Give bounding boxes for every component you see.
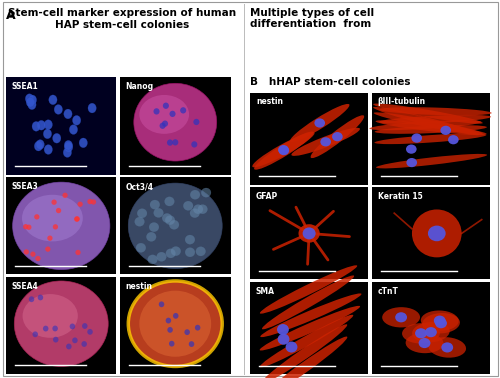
- Ellipse shape: [198, 204, 207, 214]
- Ellipse shape: [194, 204, 203, 214]
- Ellipse shape: [154, 108, 160, 115]
- Ellipse shape: [38, 294, 43, 301]
- Ellipse shape: [402, 323, 440, 344]
- Ellipse shape: [54, 105, 62, 114]
- Ellipse shape: [180, 107, 186, 113]
- Ellipse shape: [53, 224, 58, 229]
- Ellipse shape: [171, 246, 180, 256]
- Ellipse shape: [277, 324, 289, 335]
- Ellipse shape: [310, 115, 364, 158]
- Ellipse shape: [14, 281, 108, 366]
- Ellipse shape: [62, 193, 68, 198]
- Ellipse shape: [156, 252, 166, 261]
- Bar: [120, 77, 230, 175]
- Ellipse shape: [28, 100, 36, 110]
- Ellipse shape: [252, 132, 314, 167]
- Ellipse shape: [374, 125, 487, 134]
- Ellipse shape: [261, 324, 347, 378]
- Ellipse shape: [165, 215, 175, 225]
- Text: Keratin 15: Keratin 15: [378, 192, 422, 201]
- Ellipse shape: [82, 341, 87, 347]
- Ellipse shape: [72, 115, 81, 125]
- Ellipse shape: [30, 251, 36, 257]
- Ellipse shape: [37, 120, 46, 130]
- Ellipse shape: [412, 133, 422, 143]
- Ellipse shape: [412, 209, 462, 257]
- Ellipse shape: [320, 137, 331, 146]
- Ellipse shape: [88, 199, 92, 204]
- Ellipse shape: [421, 310, 459, 331]
- Ellipse shape: [380, 107, 492, 115]
- Text: Nanog: Nanog: [126, 82, 154, 91]
- Ellipse shape: [314, 118, 325, 128]
- Text: B   hHAP stem-cell colonies: B hHAP stem-cell colonies: [250, 77, 410, 87]
- Ellipse shape: [44, 129, 52, 139]
- Ellipse shape: [22, 195, 83, 242]
- Bar: [372, 282, 490, 374]
- Ellipse shape: [44, 145, 52, 154]
- Ellipse shape: [406, 144, 416, 154]
- Ellipse shape: [168, 327, 173, 333]
- Ellipse shape: [164, 197, 174, 206]
- Ellipse shape: [194, 119, 200, 125]
- Ellipse shape: [66, 344, 71, 349]
- Ellipse shape: [154, 208, 164, 217]
- Ellipse shape: [12, 182, 110, 270]
- Text: SMA: SMA: [256, 287, 275, 296]
- Ellipse shape: [190, 208, 200, 218]
- Ellipse shape: [169, 220, 179, 229]
- Ellipse shape: [395, 312, 407, 322]
- Ellipse shape: [428, 226, 446, 241]
- Ellipse shape: [88, 329, 93, 335]
- Text: nestin: nestin: [126, 282, 152, 291]
- Ellipse shape: [148, 255, 158, 264]
- Ellipse shape: [64, 109, 72, 119]
- Ellipse shape: [286, 341, 298, 353]
- Ellipse shape: [146, 232, 156, 242]
- Ellipse shape: [64, 140, 72, 150]
- Ellipse shape: [172, 139, 178, 146]
- Ellipse shape: [52, 325, 58, 332]
- Ellipse shape: [137, 209, 147, 218]
- Bar: [120, 277, 230, 374]
- Text: Oct3/4: Oct3/4: [126, 182, 154, 191]
- Bar: [120, 177, 230, 274]
- Ellipse shape: [70, 324, 75, 329]
- Ellipse shape: [159, 301, 164, 307]
- Ellipse shape: [434, 316, 446, 326]
- Bar: [250, 282, 368, 374]
- Ellipse shape: [173, 313, 178, 319]
- Ellipse shape: [428, 337, 466, 358]
- Ellipse shape: [24, 249, 29, 255]
- Ellipse shape: [263, 336, 347, 378]
- Ellipse shape: [166, 318, 171, 324]
- Ellipse shape: [373, 104, 483, 124]
- Ellipse shape: [36, 256, 41, 261]
- Ellipse shape: [128, 281, 222, 366]
- Text: Stem-cell marker expression of human
HAP stem-cell colonies: Stem-cell marker expression of human HAP…: [8, 8, 236, 30]
- Ellipse shape: [150, 200, 160, 209]
- Ellipse shape: [189, 341, 194, 347]
- Bar: [372, 93, 490, 185]
- Ellipse shape: [32, 121, 40, 131]
- Ellipse shape: [185, 235, 195, 244]
- Text: nestin: nestin: [256, 97, 283, 106]
- Ellipse shape: [448, 135, 458, 144]
- Ellipse shape: [184, 201, 193, 211]
- Ellipse shape: [278, 334, 289, 345]
- Ellipse shape: [422, 313, 460, 333]
- Bar: [372, 187, 490, 279]
- Ellipse shape: [196, 247, 205, 256]
- Ellipse shape: [260, 306, 360, 350]
- Ellipse shape: [332, 132, 342, 141]
- Ellipse shape: [260, 265, 357, 314]
- Ellipse shape: [442, 342, 453, 353]
- Ellipse shape: [140, 291, 211, 357]
- Ellipse shape: [72, 338, 78, 343]
- Ellipse shape: [260, 293, 362, 337]
- Bar: [6, 177, 116, 274]
- Ellipse shape: [195, 325, 200, 331]
- Ellipse shape: [32, 332, 38, 337]
- Ellipse shape: [26, 98, 34, 107]
